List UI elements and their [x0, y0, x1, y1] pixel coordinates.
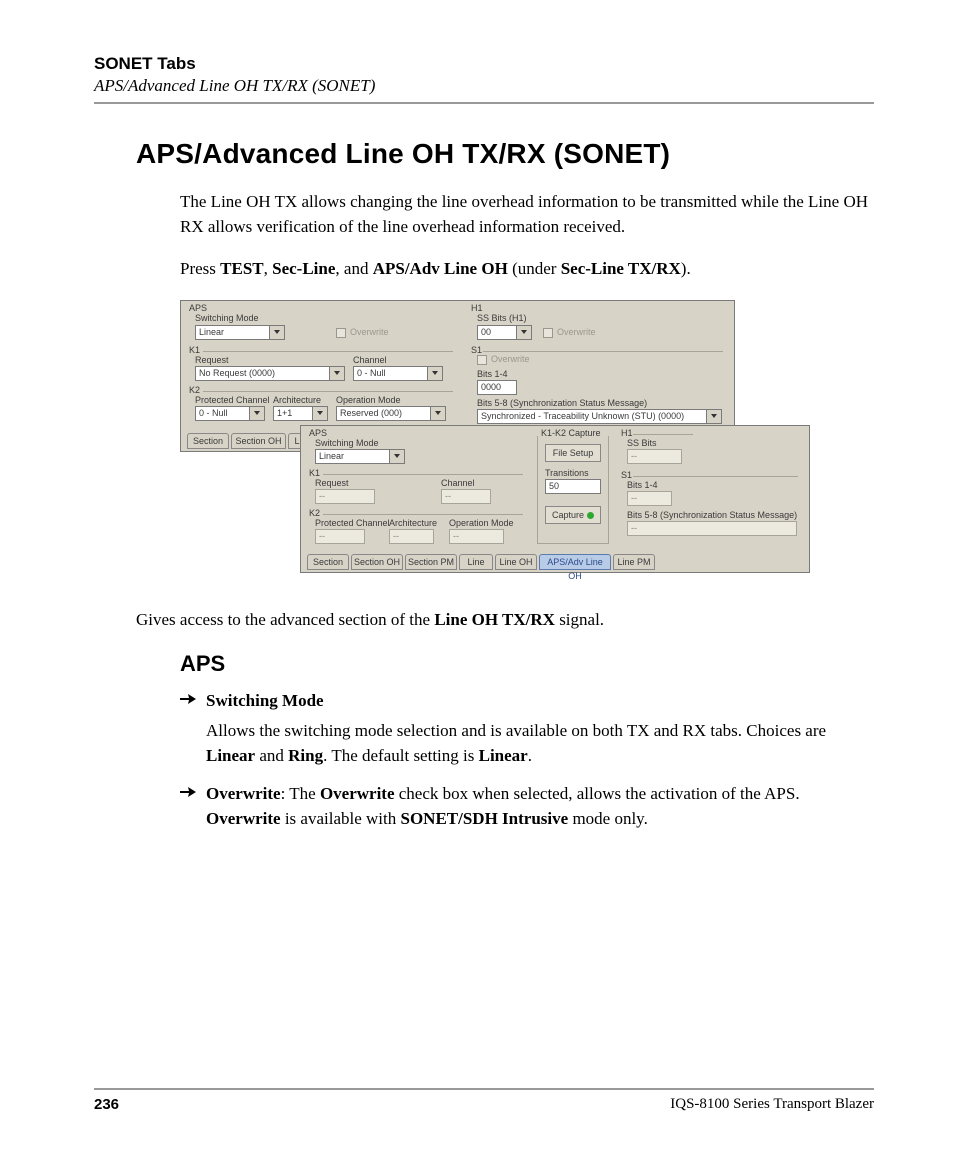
- s1-overwrite-checkbox[interactable]: Overwrite: [477, 354, 530, 365]
- rx-tab-line-pm[interactable]: Line PM: [613, 554, 655, 570]
- capture-button[interactable]: Capture: [545, 506, 601, 524]
- intro-paragraph: The Line OH TX allows changing the line …: [136, 190, 874, 239]
- ssbits-label: SS Bits (H1): [477, 313, 527, 323]
- overwrite-checkbox[interactable]: Overwrite: [336, 327, 389, 338]
- protected-channel-label: Protected Channel: [195, 395, 270, 405]
- architecture-label: Architecture: [273, 395, 321, 405]
- rx-tab-section-oh[interactable]: Section OH: [351, 554, 403, 570]
- channel-combo[interactable]: 0 - Null: [353, 366, 443, 381]
- header-title: SONET Tabs: [94, 54, 874, 74]
- rx-tab-line-oh[interactable]: Line OH: [495, 554, 537, 570]
- rx-tab-section[interactable]: Section: [307, 554, 349, 570]
- rx-bits14-value: --: [627, 491, 672, 506]
- rx-ssbits-value: --: [627, 449, 682, 464]
- ssbits-combo[interactable]: 00: [477, 325, 532, 340]
- rx-bits14-label: Bits 1-4: [627, 480, 658, 490]
- file-setup-button[interactable]: File Setup: [545, 444, 601, 462]
- rx-k2-label: K2: [309, 508, 320, 518]
- figure-caption: Gives access to the advanced section of …: [136, 608, 874, 633]
- tab-section[interactable]: Section: [187, 433, 229, 449]
- rx-operation-mode-label: Operation Mode: [449, 518, 514, 528]
- h1-group-label: H1: [471, 303, 483, 313]
- rx-switching-mode-combo[interactable]: Linear: [315, 449, 405, 464]
- request-label: Request: [195, 355, 229, 365]
- rx-tab-aps-adv[interactable]: APS/Adv Line OH: [539, 554, 611, 570]
- capture-status-icon: [587, 512, 594, 519]
- channel-label: Channel: [353, 355, 387, 365]
- page-title: APS/Advanced Line OH TX/RX (SONET): [136, 138, 874, 170]
- k2-group-label: K2: [189, 385, 200, 395]
- architecture-combo[interactable]: 1+1: [273, 406, 328, 421]
- bits58-label: Bits 5-8 (Synchronization Status Message…: [477, 398, 647, 408]
- switching-mode-label: Switching Mode: [195, 313, 259, 323]
- rx-bits58-value: --: [627, 521, 797, 536]
- bullet-arrow-icon: [180, 689, 206, 769]
- protected-channel-combo[interactable]: 0 - Null: [195, 406, 265, 421]
- rx-architecture-label: Architecture: [389, 518, 437, 528]
- rx-k1-label: K1: [309, 468, 320, 478]
- screenshot-figure: APS Switching Mode Linear Overwrite K1 R…: [180, 300, 874, 590]
- h1-overwrite-checkbox[interactable]: Overwrite: [543, 327, 596, 338]
- request-combo[interactable]: No Request (0000): [195, 366, 345, 381]
- rx-operation-mode-value: --: [449, 529, 504, 544]
- page-header: SONET Tabs APS/Advanced Line OH TX/RX (S…: [94, 54, 874, 104]
- bits14-label: Bits 1-4: [477, 369, 508, 379]
- rx-tab-section-pm[interactable]: Section PM: [405, 554, 457, 570]
- page-footer: 236 IQS-8100 Series Transport Blazer: [94, 1088, 874, 1113]
- rx-channel-label: Channel: [441, 478, 475, 488]
- rx-tab-line[interactable]: Line: [459, 554, 493, 570]
- rx-architecture-value: --: [389, 529, 434, 544]
- page-number: 236: [94, 1096, 119, 1113]
- aps-group-label: APS: [189, 303, 207, 313]
- rx-protected-channel-value: --: [315, 529, 365, 544]
- press-instruction: Press TEST, Sec-Line, and APS/Adv Line O…: [136, 257, 874, 282]
- rx-panel: APS Switching Mode Linear K1 Request -- …: [300, 425, 810, 573]
- header-subtitle: APS/Advanced Line OH TX/RX (SONET): [94, 76, 874, 96]
- header-rule: [94, 102, 874, 104]
- rx-aps-label: APS: [309, 428, 327, 438]
- rx-s1-label: S1: [621, 470, 632, 480]
- rx-ssbits-label: SS Bits: [627, 438, 657, 448]
- rx-h1-label: H1: [621, 428, 633, 438]
- aps-heading: APS: [180, 651, 874, 677]
- operation-mode-combo[interactable]: Reserved (000): [336, 406, 446, 421]
- rx-request-label: Request: [315, 478, 349, 488]
- switching-mode-combo[interactable]: Linear: [195, 325, 285, 340]
- operation-mode-label: Operation Mode: [336, 395, 401, 405]
- bullet-arrow-icon: [180, 782, 206, 831]
- rx-protected-channel-label: Protected Channel: [315, 518, 390, 528]
- tab-section-oh[interactable]: Section OH: [231, 433, 286, 449]
- rx-switching-mode-label: Switching Mode: [315, 438, 379, 448]
- rx-request-value: --: [315, 489, 375, 504]
- bullet-switching-mode: Switching Mode Allows the switching mode…: [180, 689, 874, 769]
- transitions-label: Transitions: [545, 468, 589, 478]
- rx-bits58-label: Bits 5-8 (Synchronization Status Message…: [627, 510, 797, 520]
- product-name: IQS-8100 Series Transport Blazer: [670, 1096, 874, 1113]
- bits14-value[interactable]: 0000: [477, 380, 517, 395]
- transitions-value[interactable]: 50: [545, 479, 601, 494]
- rx-channel-value: --: [441, 489, 491, 504]
- bullet-overwrite: Overwrite: The Overwrite check box when …: [180, 782, 874, 831]
- k1-group-label: K1: [189, 345, 200, 355]
- bits58-combo[interactable]: Synchronized - Traceability Unknown (STU…: [477, 409, 722, 424]
